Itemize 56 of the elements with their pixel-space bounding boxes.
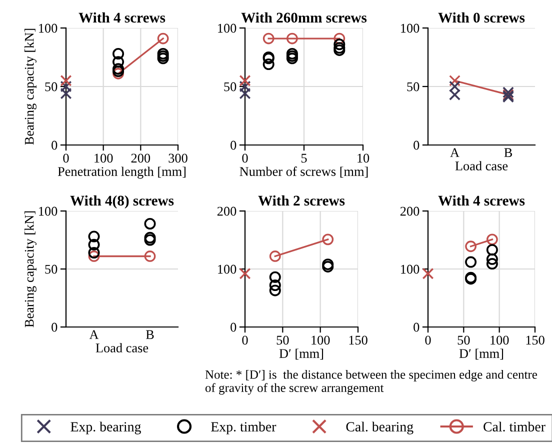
chart-title: With 260mm screws xyxy=(241,12,367,23)
x-tick-label: B xyxy=(146,330,154,339)
x-tick-label: 100 xyxy=(490,336,509,345)
x-tick-label: 200 xyxy=(131,154,150,163)
text: Note: * [D′] is the distance between the specimen edge and centre of gravity of the screw arrangement xyxy=(205,370,538,395)
y-tick-label: 100 xyxy=(218,24,236,33)
chart-title: With 0 screws xyxy=(438,12,525,23)
y-tick-label: 0 xyxy=(414,322,420,332)
y-tick-label: 100 xyxy=(218,264,236,274)
chart-title: With 4(8) screws xyxy=(70,195,174,209)
y-tick-label: 0 xyxy=(52,140,58,150)
x-tick-label: 0 xyxy=(242,336,248,345)
x-tick-label: 0 xyxy=(63,154,69,163)
x-axis-title: Load case xyxy=(96,343,148,352)
legend-label: Cal. timber xyxy=(484,422,546,432)
x-axis-title: D′ [mm] xyxy=(279,348,324,360)
x-tick-label: 100 xyxy=(312,336,330,345)
y-tick-label: 200 xyxy=(400,206,420,216)
y-tick-label: 50 xyxy=(407,82,420,92)
y-tick-label: 0 xyxy=(230,322,236,332)
y-tick-label: 200 xyxy=(217,206,236,216)
legend-label: Exp. timber xyxy=(211,422,276,434)
y-tick-label: 100 xyxy=(39,206,58,216)
x-tick-label: 150 xyxy=(349,336,368,345)
y-tick-label: 0 xyxy=(52,322,58,332)
x-tick-label: 10 xyxy=(358,154,370,163)
chart-title: With 4 screws xyxy=(78,12,166,23)
y-tick-label: 0 xyxy=(230,140,236,150)
y-tick-label: 100 xyxy=(39,24,58,33)
x-tick-label: 50 xyxy=(276,336,289,345)
x-tick-label: B xyxy=(504,148,512,157)
chart-title: With 4 screws xyxy=(438,195,525,206)
x-axis-title: Load case xyxy=(455,161,508,170)
y-tick-label: 100 xyxy=(401,264,420,274)
x-tick-label: 50 xyxy=(458,336,470,345)
y-tick-label: 50 xyxy=(45,264,58,274)
x-tick-label: A xyxy=(450,148,460,157)
y-axis-title: Bearing capacity [kN] xyxy=(24,28,36,145)
x-tick-label: 100 xyxy=(94,154,113,163)
y-tick-label: 50 xyxy=(224,82,236,92)
x-tick-label: 5 xyxy=(301,154,307,163)
x-tick-label: 0 xyxy=(242,154,248,163)
x-axis-title: Penetration length [mm] xyxy=(58,166,186,179)
x-tick-label: 0 xyxy=(425,336,431,345)
x-tick-label: 150 xyxy=(526,336,544,345)
y-tick-label: 100 xyxy=(401,24,420,33)
y-tick-label: 0 xyxy=(414,140,420,150)
chart-title: With 2 screws xyxy=(258,195,345,206)
legend-label: Exp. bearing xyxy=(70,422,141,434)
x-axis-title: Number of screws [mm] xyxy=(240,166,368,178)
y-tick-label: 50 xyxy=(45,82,58,92)
y-axis-title: Bearing capacity [kN] xyxy=(24,211,36,328)
x-axis-title: D′ [mm] xyxy=(459,348,504,360)
x-tick-label: 300 xyxy=(168,154,188,163)
legend-label: Cal. bearing xyxy=(346,422,414,434)
x-tick-label: A xyxy=(89,330,99,339)
